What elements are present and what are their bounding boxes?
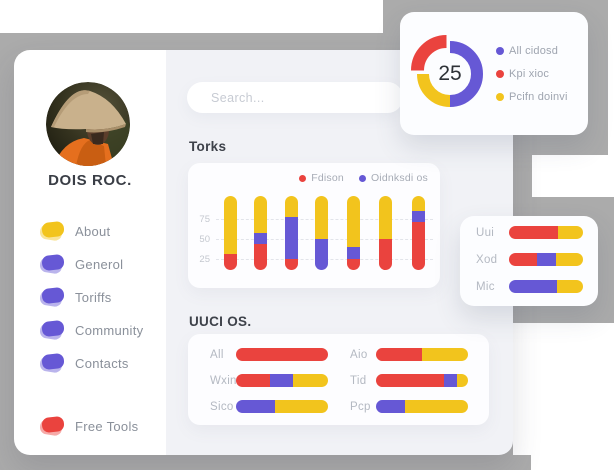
pcifn-doinvi-dot-icon (496, 93, 504, 101)
sidebar-item-label: Generol (75, 256, 124, 272)
legend-label: Pcifn doinvi (509, 91, 568, 103)
contacts-blob-icon (38, 352, 66, 374)
hbar-xod (509, 253, 583, 266)
row-label: Pcp (350, 400, 371, 413)
generol-blob-icon (38, 253, 66, 275)
uuci-row-wxin: Wxin (210, 374, 328, 387)
stacked-bar-1 (223, 196, 237, 270)
free-tools-blob-icon (38, 415, 66, 437)
y-tick-25: 25 (199, 254, 210, 265)
stacked-bar-2 (253, 196, 267, 270)
row-label: All (210, 348, 224, 361)
stacked-bar-3 (285, 196, 298, 270)
hbar-tid (376, 374, 468, 387)
backdrop-shape-connector (513, 155, 532, 197)
uuci-row-all: All (210, 348, 328, 361)
fdison-dot-icon (299, 174, 307, 182)
uuci-chart-card: All Wxin Sico Aio Tid Pcp (188, 334, 489, 425)
row-label: Sico (210, 400, 234, 413)
hbar-uui (509, 226, 583, 239)
hbar-sico (236, 400, 328, 413)
sidebar-item-label: Contacts (75, 355, 129, 371)
mini-row-uui: Uui (476, 226, 583, 239)
toriffs-blob-icon (38, 286, 66, 308)
mini-bars-card: Uui Xod Mic (460, 216, 598, 306)
hbar-all (236, 348, 328, 361)
mini-row-mic: Mic (476, 280, 583, 293)
sidebar-item-label: Toriffs (75, 289, 112, 305)
sidebar-item-about[interactable]: About (38, 218, 143, 244)
row-label: Aio (350, 348, 368, 361)
legend-label: Oidnksdi os (370, 172, 428, 184)
legend-item-oidnksdi: Oidnksdi os (358, 172, 428, 184)
uuci-row-pcp: Pcp (350, 400, 468, 413)
y-tick-50: 50 (199, 234, 210, 245)
torks-chart-card: Fdison Oidnksdi os 75 50 25 (188, 163, 440, 288)
torks-section-title: Torks (189, 139, 227, 154)
donut-center-value: 25 (438, 62, 462, 85)
profile-name: DOIS ROC. (48, 172, 132, 189)
search-input[interactable] (187, 82, 403, 113)
backdrop-shape-bottom (513, 455, 531, 470)
about-blob-icon (38, 220, 66, 242)
kpi-xioc-dot-icon (496, 70, 504, 78)
hbar-wxin (236, 374, 328, 387)
hbar-aio (376, 348, 468, 361)
profile-photo-image (46, 82, 130, 166)
sidebar-item-toriffs[interactable]: Toriffs (38, 284, 143, 310)
legend-label: Kpi xioc (509, 68, 550, 80)
uuci-row-tid: Tid (350, 374, 468, 387)
hbar-pcp (376, 400, 468, 413)
sidebar-item-contacts[interactable]: Contacts (38, 350, 143, 376)
sidebar-item-label: Community (75, 322, 144, 338)
donut-card: 25 All cidosd Kpi xioc Pcifn doinvi (400, 12, 588, 135)
y-tick-75: 75 (199, 214, 210, 225)
row-label: Xod (476, 253, 498, 266)
donut-legend: All cidosd Kpi xioc Pcifn doinvi (496, 45, 568, 103)
row-label: Mic (476, 280, 495, 293)
community-blob-icon (38, 319, 66, 341)
stacked-bar-6 (378, 196, 392, 270)
stacked-bar-4 (315, 196, 328, 270)
legend-item-kpi-xioc: Kpi xioc (496, 68, 568, 80)
donut-svg (411, 35, 483, 107)
sidebar-item-label: Free Tools (75, 418, 139, 434)
legend-item-fdison: Fdison (299, 172, 344, 184)
uuci-row-aio: Aio (350, 348, 468, 361)
torks-legend: Fdison Oidnksdi os (299, 172, 428, 184)
sidebar-menu: About Generol Toriffs Community Contacts (38, 218, 144, 376)
row-label: Uui (476, 226, 495, 239)
sidebar-item-free-tools[interactable]: Free Tools (38, 413, 139, 439)
legend-item-pcifn-doinvi: Pcifn doinvi (496, 91, 568, 103)
uuci-row-sico: Sico (210, 400, 328, 413)
mini-row-xod: Xod (476, 253, 583, 266)
stacked-bar-7 (411, 196, 425, 270)
donut-chart: 25 (408, 32, 492, 116)
legend-label: All cidosd (509, 45, 559, 57)
sidebar-item-generol[interactable]: Generol (38, 251, 143, 277)
hbar-mic (509, 280, 583, 293)
stacked-bar-5 (346, 196, 360, 270)
uuci-section-title: UUCI OS. (189, 314, 252, 329)
oidnksdi-dot-icon (358, 174, 366, 182)
row-label: Wxin (210, 374, 237, 387)
profile-photo (46, 82, 130, 166)
all-cidosd-dot-icon (496, 47, 504, 55)
row-label: Tid (350, 374, 367, 387)
legend-label: Fdison (311, 172, 344, 184)
sidebar-item-community[interactable]: Community (38, 317, 144, 343)
sidebar-item-label: About (75, 223, 111, 239)
legend-item-all-cidosd: All cidosd (496, 45, 568, 57)
